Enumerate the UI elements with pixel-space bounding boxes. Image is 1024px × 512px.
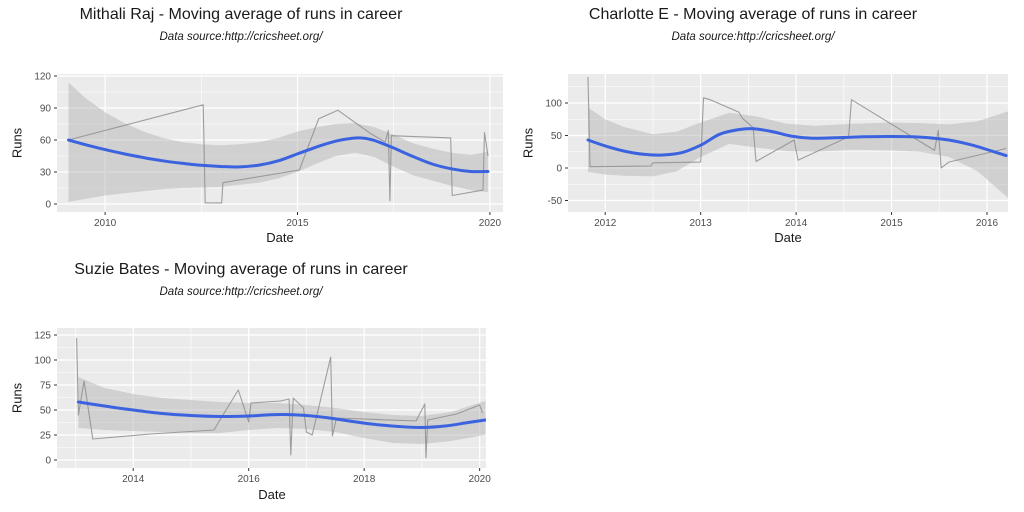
confidence-ribbon (588, 107, 1008, 198)
y-tick-label: 125 (34, 331, 51, 342)
chart-subtitle: Data source:http://cricsheet.org/ (159, 31, 323, 43)
chart-title: Suzie Bates - Moving average of runs in … (74, 261, 408, 278)
plot-svg: 2010 2015 2020 0 30 60 90 120 (34, 72, 503, 229)
raw-moving-average-line (68, 104, 489, 204)
chart-suzie-bates: Suzie Bates - Moving average of runs in … (0, 255, 512, 512)
x-tick-label: 2016 (976, 218, 999, 229)
panel-background (57, 328, 486, 468)
x-tick-label: 2014 (785, 218, 808, 229)
chart-subtitle: Data source:http://cricsheet.org/ (671, 31, 835, 43)
x-tick-label: 2015 (286, 218, 309, 229)
raw-moving-average-line (587, 76, 1007, 169)
x-axis-title: Date (258, 487, 286, 502)
y-axis-title: Runs (520, 127, 536, 159)
x-axis-title: Date (774, 230, 802, 245)
y-tick-label: 75 (40, 381, 52, 392)
y-tick-label: -50 (548, 196, 563, 207)
smooth-trend-line (586, 127, 1008, 158)
chart-charlotte-e: Charlotte E - Moving average of runs in … (512, 0, 1024, 252)
y-tick-label: 0 (45, 456, 51, 467)
confidence-ribbon (78, 377, 486, 444)
x-tick-label: 2013 (690, 218, 713, 229)
y-axis-title: Runs (9, 127, 25, 159)
y-tick-label: 50 (551, 131, 563, 142)
chart-subtitle: Data source:http://cricsheet.org/ (159, 286, 323, 298)
chart-title: Charlotte E - Moving average of runs in … (588, 6, 918, 23)
plot-svg: 2012 2013 2014 2015 2016 -50 0 50 100 (545, 74, 1008, 229)
chart-title: Mithali Raj - Moving average of runs in … (79, 6, 403, 23)
y-tick-label: 90 (40, 104, 52, 115)
y-tick-label: 100 (34, 356, 51, 367)
x-tick-label: 2014 (122, 474, 145, 485)
plot-svg: 2014 2016 2018 2020 0 25 50 75 100 125 (34, 328, 492, 485)
x-tick-label: 2020 (469, 474, 492, 485)
y-tick-label: 100 (545, 98, 562, 109)
y-tick-label: 120 (34, 72, 51, 83)
smooth-trend-line (67, 136, 490, 174)
y-tick-label: 0 (556, 163, 562, 174)
x-tick-label: 2020 (479, 218, 502, 229)
y-tick-label: 0 (45, 200, 51, 211)
x-tick-label: 2015 (880, 218, 903, 229)
y-tick-label: 30 (40, 168, 52, 179)
smooth-trend-line (76, 400, 486, 430)
y-axis-title: Runs (9, 382, 25, 414)
chart-mithali-raj: Mithali Raj - Moving average of runs in … (0, 0, 512, 252)
panel-background (57, 74, 503, 212)
x-axis-title: Date (266, 230, 294, 245)
raw-moving-average-line (76, 337, 484, 459)
x-tick-label: 2016 (238, 474, 261, 485)
x-tick-label: 2012 (594, 218, 617, 229)
x-tick-label: 2018 (353, 474, 376, 485)
y-tick-label: 60 (40, 136, 52, 147)
x-tick-label: 2010 (94, 218, 117, 229)
y-tick-label: 25 (40, 431, 52, 442)
confidence-ribbon (68, 82, 488, 202)
y-tick-label: 50 (40, 406, 52, 417)
